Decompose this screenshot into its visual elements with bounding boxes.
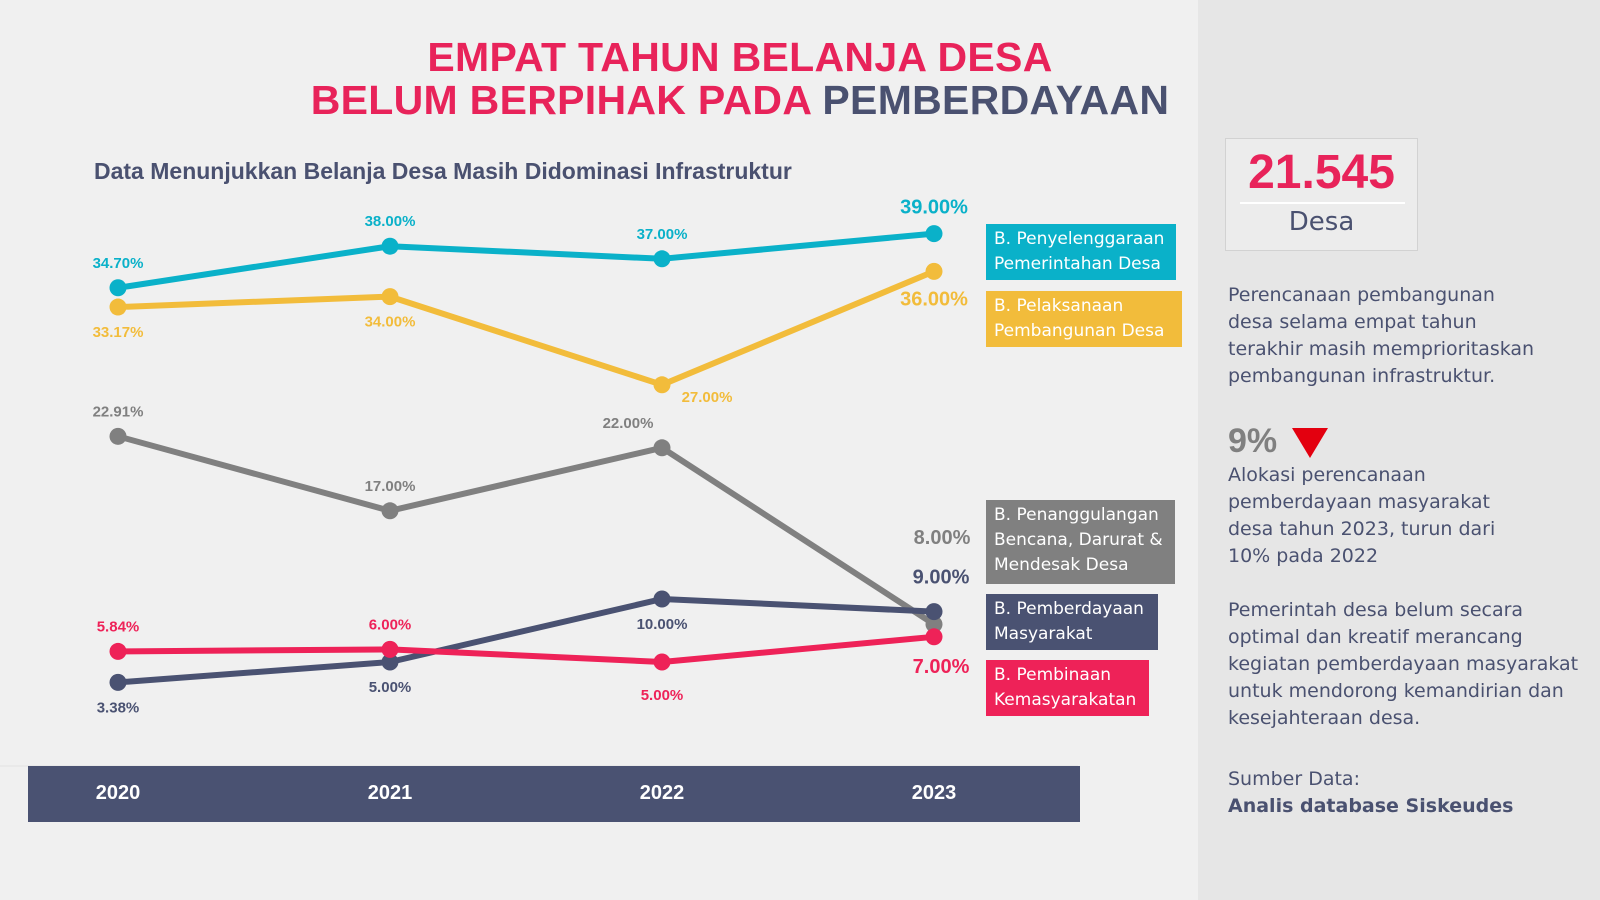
data-label-s4-2022: 10.00% [637,616,688,633]
data-point-s2-2020 [109,298,127,316]
data-label-s4-2020: 3.38% [97,699,140,716]
kpi-unit: Desa [1288,207,1355,237]
data-label-s5-2020: 5.84% [97,618,140,635]
data-point-s1-2021 [381,237,399,255]
line-chart: 34.70% 38.00% 37.00% 39.00% 33.17% 34.00% 27.0… [0,197,1078,767]
legend-item-1: B. Penyelenggaraan Pemerintahan Desa [986,224,1176,280]
government-note: Pemerintah desa belum secara optimal dan… [1228,599,1579,729]
data-point-s2-2023 [925,262,943,280]
data-point-s1-2020 [109,279,127,297]
data-labels: 34.70% 38.00% 37.00% 39.00% 33.17% 34.00% 27.0… [93,197,971,717]
main-panel [0,0,1198,900]
planning-note: Perencanaan pembangunan desa selama empa… [1228,284,1535,387]
kpi-divider [1240,202,1405,204]
data-label-s4-2023: 9.00% [913,567,970,589]
data-point-s5-2022 [653,653,671,671]
data-point-s4-2020 [109,673,127,691]
kpi-card: 21.545 Desa [1225,138,1418,251]
data-point-s3-2022 [653,439,671,457]
data-point-s3-2021 [381,502,399,520]
page-title-line-1: EMPAT TAHUN BELANJA DESA [427,34,1053,80]
x-tick-label-2021: 2021 [367,782,413,804]
data-label-s2-2023: 36.00% [900,288,968,310]
page-title-line-2-b: PEMBERDAYAAN [822,77,1170,123]
data-label-s5-2022: 5.00% [641,687,684,704]
series-line-4 [117,596,935,686]
data-label-s3-2020: 22.91% [93,403,144,420]
data-point-s5-2020 [109,642,127,660]
legend-item-5: B. Pembinaan Kemasyarakatan [986,660,1149,716]
data-point-s4-2022 [653,590,671,608]
data-label-s3-2021: 17.00% [365,478,416,495]
data-point-s1-2023 [925,225,943,243]
data-label-s2-2020: 33.17% [93,324,144,341]
series-lines [117,230,936,686]
legend-item-4: B. Pemberdayaan Masyarakat [986,594,1158,650]
data-label-s1-2023: 39.00% [900,197,968,219]
data-point-s3-2023 [925,615,943,633]
data-label-s5-2023: 7.00% [913,656,970,678]
data-point-s5-2023 [925,628,943,646]
stat-description: Alokasi perencanaan pemberdayaan masyara… [1228,464,1496,567]
series-line-5 [117,633,935,665]
data-label-s5-2021: 6.00% [369,616,412,633]
x-tick-label-2020: 2020 [95,782,141,804]
legend-item-2: B. Pelaksanaan Pembangunan Desa [986,291,1182,347]
data-point-s2-2021 [381,288,399,306]
source-label: Sumber Data: [1228,768,1360,790]
page-title-line-2-a: BELUM BERPIHAK PADA [310,77,823,123]
chart-subtitle: Data Menunjukkan Belanja Desa Masih Dido… [94,158,792,184]
series-points [109,225,943,691]
data-label-s3-2023: 8.00% [914,527,971,549]
data-point-s3-2020 [109,427,127,445]
data-point-s1-2022 [653,250,671,268]
down-triangle-icon [1292,428,1328,458]
data-point-s5-2021 [381,640,399,658]
stat-value: 9% [1228,422,1278,460]
page-title-line-2: BELUM BERPIHAK PADA PEMBERDAYAAN [0,77,1480,124]
x-tick-label-2023: 2023 [911,782,957,804]
data-label-s2-2022: 27.00% [682,389,733,406]
series-line-2 [117,268,936,388]
data-label-s3-2022: 22.00% [603,415,654,432]
x-axis-year-bar: 2020 2021 2022 2023 [28,766,1080,822]
legend-item-3: B. Penanggulangan Bencana, Darurat & Men… [986,500,1175,584]
x-tick-label-2022: 2022 [639,782,685,804]
series-line-3 [117,433,936,627]
data-label-s4-2021: 5.00% [369,679,412,696]
source-value: Analis database Siskeudes [1228,795,1514,817]
data-point-s2-2022 [653,376,671,394]
data-point-s4-2021 [381,653,399,671]
data-label-s1-2020: 34.70% [93,255,144,272]
data-label-s1-2021: 38.00% [365,213,416,230]
series-line-1 [117,230,935,291]
data-label-s2-2021: 34.00% [365,314,416,331]
data-label-s1-2022: 37.00% [637,226,688,243]
data-point-s4-2023 [925,603,943,621]
kpi-value: 21.545 [1248,146,1395,199]
